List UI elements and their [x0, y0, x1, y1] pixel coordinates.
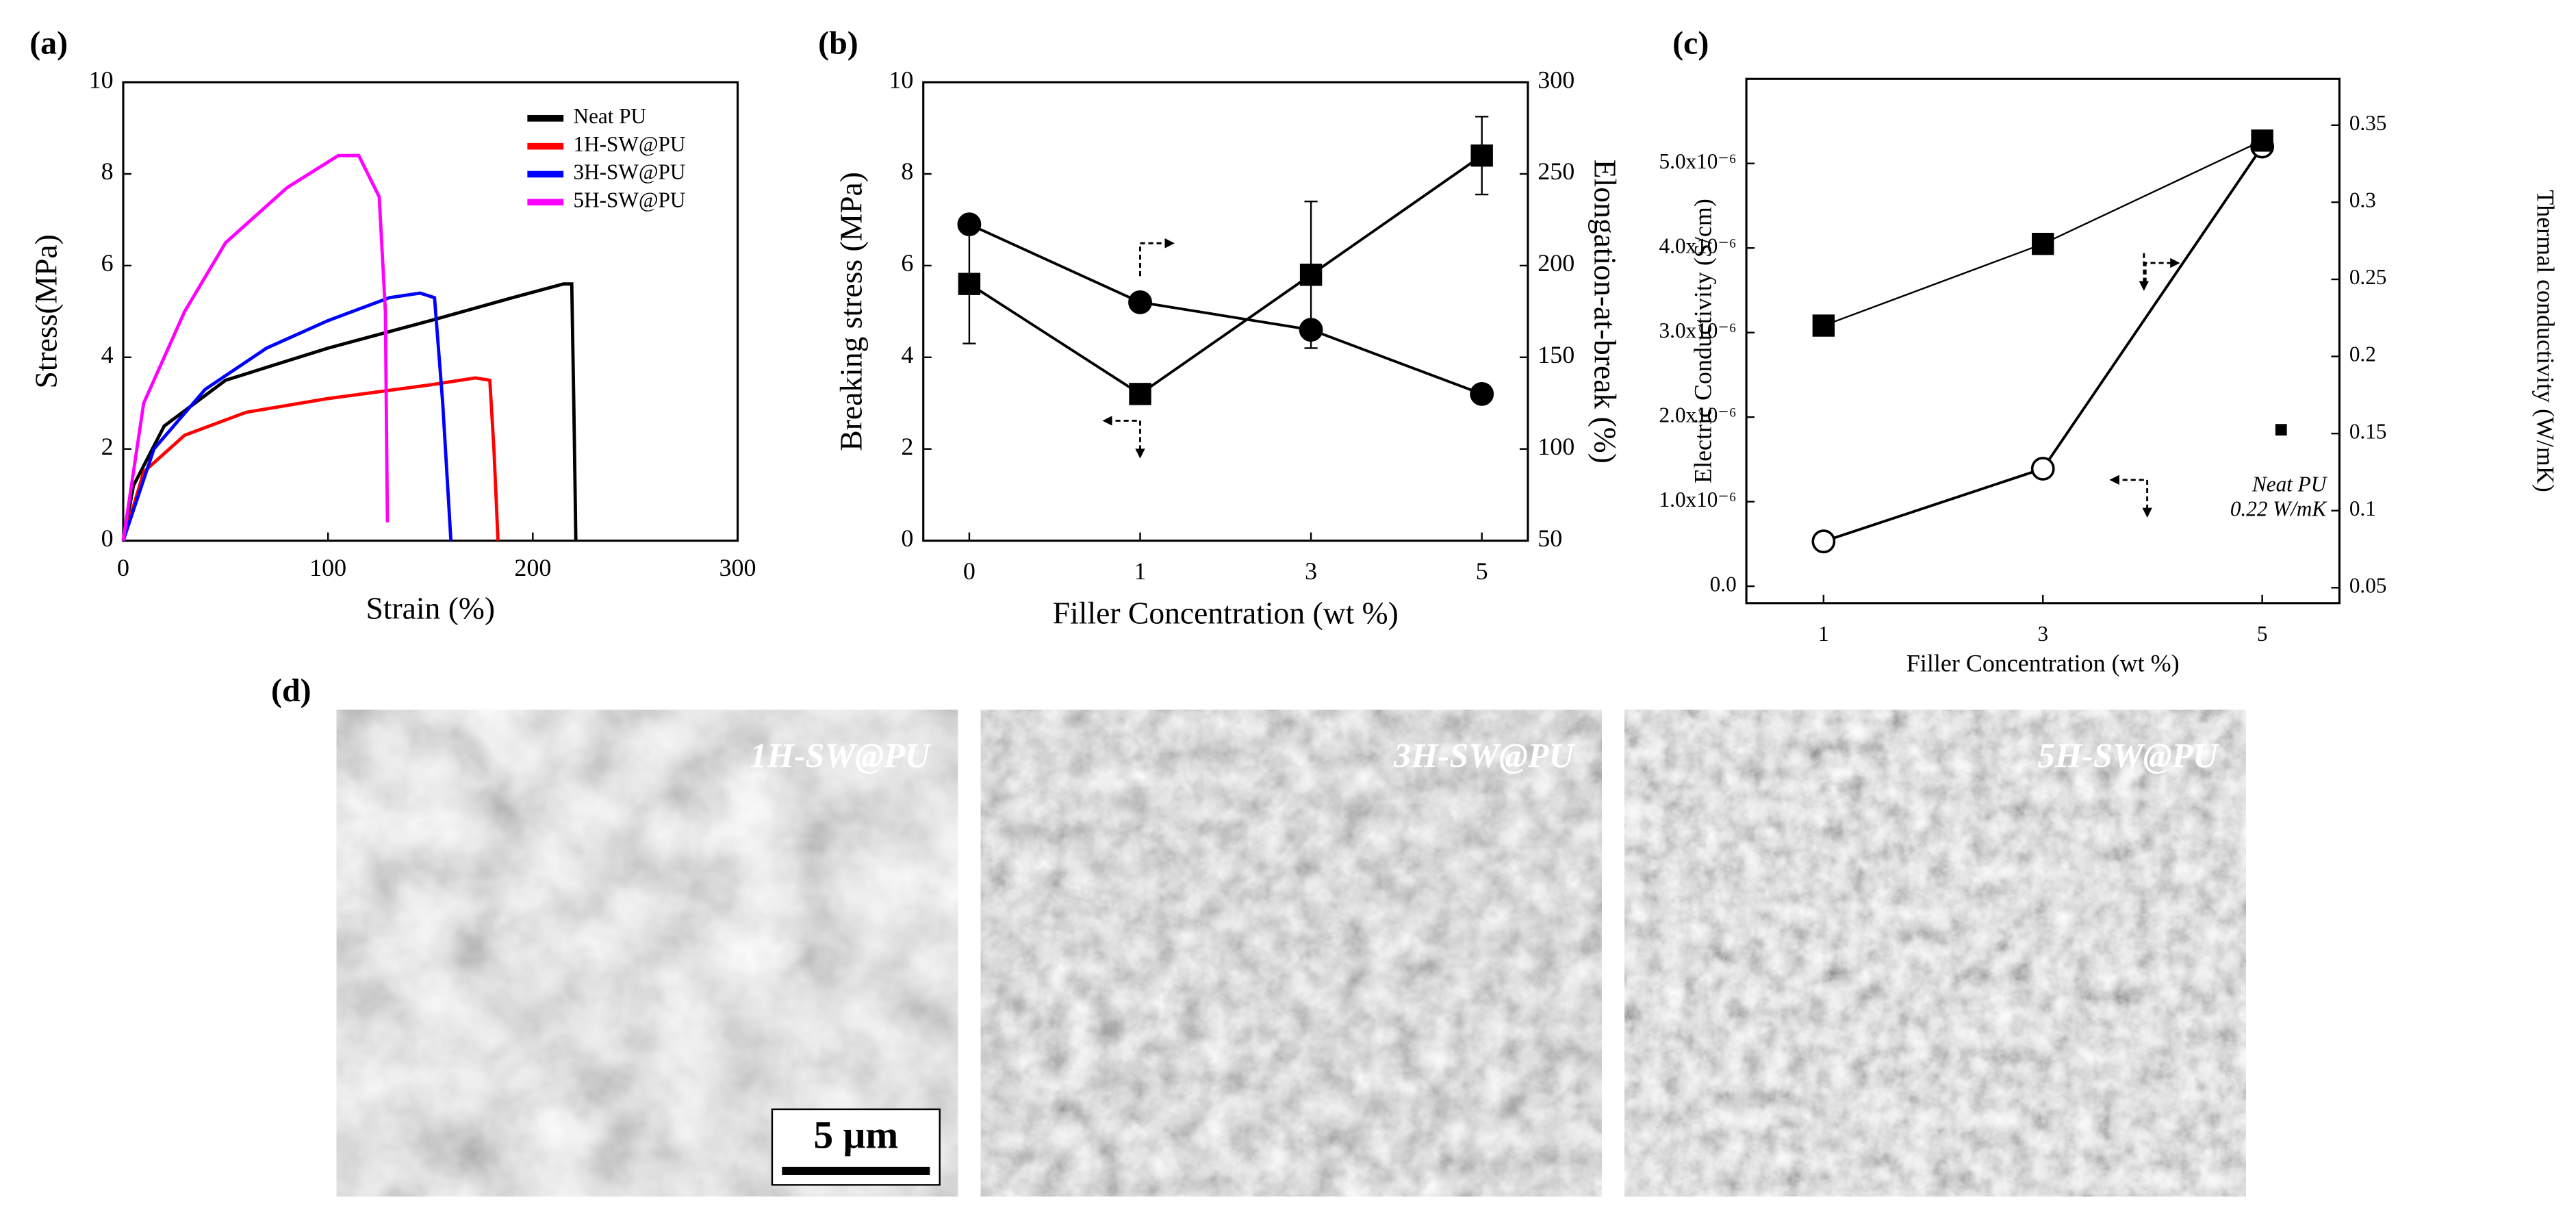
y2-axis-label: Thermal conductivity (W/mK)	[2532, 190, 2560, 492]
legend-label: Neat PU	[574, 104, 647, 128]
x-tick-label: 5	[1476, 557, 1488, 585]
y2-tick-label: 0.1	[2349, 496, 2376, 520]
y-tick-label: 8	[101, 157, 114, 185]
legend-label: 5H-SW@PU	[574, 188, 686, 212]
x-tick-label: 3	[2037, 622, 2048, 646]
y2-tick-label: 50	[1538, 525, 1562, 552]
plot-frame	[1745, 77, 2341, 605]
y-tick-label: 1.0x10⁻⁶	[1659, 488, 1737, 512]
series-line	[969, 223, 1483, 396]
micrograph-label: 3H-SW@PU	[1393, 736, 1576, 774]
x-tick-label: 3	[1305, 557, 1317, 585]
y-tick-label: 8	[901, 157, 913, 185]
y-tick-label: 4	[101, 341, 114, 368]
y-tick-label: 6	[901, 249, 913, 277]
annotation-marker	[2275, 424, 2287, 436]
series-line	[121, 376, 500, 542]
axis-arrows	[1102, 238, 2180, 518]
marker-circle	[957, 212, 982, 237]
panel-label: (d)	[271, 672, 311, 709]
x-tick-label: 100	[309, 554, 346, 581]
y2-tick-label: 100	[1538, 433, 1574, 460]
x-axis-label: Filler Concentration (wt %)	[1053, 595, 1399, 630]
x-tick-label: 0	[963, 557, 975, 585]
marker-square	[1299, 264, 1323, 286]
y-axis-label: Electric Conductivity (S/cm)	[1689, 199, 1716, 483]
marker-circle	[1470, 381, 1494, 406]
marker-square	[958, 273, 981, 295]
y2-tick-label: 300	[1538, 66, 1574, 93]
x-axis-label: Strain (%)	[366, 590, 495, 625]
y2-tick-label: 150	[1538, 341, 1574, 368]
marker-square	[1129, 383, 1151, 405]
panel-label: (a)	[29, 25, 68, 61]
y2-tick-label: 0.3	[2349, 188, 2376, 212]
y2-tick-label: 0.2	[2349, 342, 2376, 366]
x-tick-label: 300	[719, 554, 756, 581]
plot-frame	[122, 81, 739, 542]
y-tick-label: 2.0x10⁻⁶	[1659, 403, 1737, 427]
y-tick-label: 2	[901, 433, 913, 460]
x-tick-label: 1	[1134, 557, 1147, 585]
y-axis-label: Breaking stress (MPa)	[833, 172, 868, 451]
panel-label: (c)	[1672, 25, 1709, 61]
y-tick-label: 6	[101, 249, 114, 277]
y-tick-label: 0.0	[1710, 572, 1737, 596]
series-line	[121, 282, 578, 542]
y2-tick-label: 0.15	[2349, 419, 2387, 443]
legend-label: 1H-SW@PU	[574, 132, 686, 156]
y-tick-label: 2	[101, 433, 114, 460]
micrograph-label: 5H-SW@PU	[2038, 736, 2220, 774]
y-tick-label: 10	[889, 66, 913, 93]
y-tick-label: 5.0x10⁻⁶	[1659, 149, 1737, 173]
y2-tick-label: 0.25	[2349, 265, 2387, 289]
plot-frame	[922, 81, 1529, 542]
series-line	[1823, 145, 2264, 543]
micrograph-label: 1H-SW@PU	[750, 736, 932, 774]
micrograph	[1624, 709, 2246, 1197]
y2-axis-label: Elongation-at-break (%)	[1587, 160, 1622, 464]
y-axis-label: Stress(MPa)	[28, 234, 63, 388]
y-tick-label: 0	[901, 525, 913, 552]
scale-bar	[782, 1166, 930, 1175]
x-tick-label: 5	[2257, 622, 2268, 646]
series-line	[121, 291, 453, 542]
x-tick-label: 0	[117, 554, 129, 581]
marker-circle	[1811, 529, 1836, 554]
panel-label: (b)	[818, 25, 858, 61]
marker-square	[1812, 314, 1835, 337]
marker-square	[1470, 144, 1493, 167]
y-tick-label: 0	[101, 525, 114, 552]
y-tick-label: 3.0x10⁻⁶	[1659, 318, 1737, 342]
series-line	[121, 153, 390, 541]
marker-square	[2251, 129, 2273, 152]
marker-square	[2032, 232, 2054, 255]
scale-bar-label: 5 μm	[813, 1113, 898, 1157]
series-line	[968, 154, 1483, 396]
legend-label: 3H-SW@PU	[574, 160, 686, 184]
marker-circle	[2030, 457, 2055, 481]
x-tick-label: 1	[1818, 622, 1829, 646]
y-tick-label: 4.0x10⁻⁶	[1659, 233, 1737, 257]
y-tick-label: 10	[89, 66, 114, 93]
y2-tick-label: 200	[1538, 249, 1574, 277]
annotation: Neat PU	[2252, 472, 2328, 496]
y2-tick-label: 0.05	[2349, 573, 2387, 597]
y-tick-label: 4	[901, 341, 913, 368]
y2-tick-label: 0.35	[2349, 111, 2387, 135]
marker-circle	[1299, 318, 1323, 342]
marker-circle	[1128, 290, 1152, 314]
y2-tick-label: 250	[1538, 157, 1574, 185]
micrograph	[980, 709, 1602, 1197]
annotation: 0.22 W/mK	[2230, 497, 2328, 521]
x-axis-label: Filler Concentration (wt %)	[1907, 649, 2180, 677]
x-tick-label: 200	[514, 554, 551, 581]
